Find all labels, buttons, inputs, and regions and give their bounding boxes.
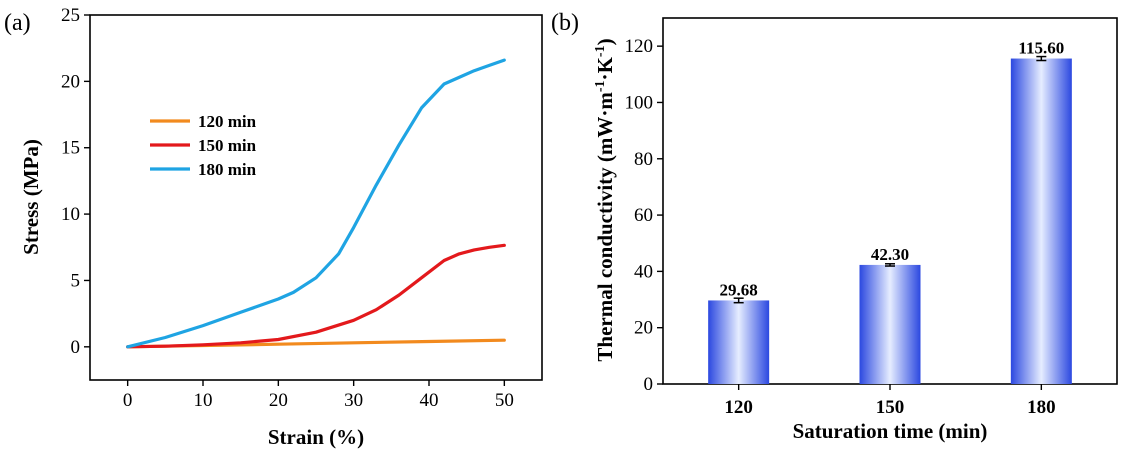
x-tick-label: 150: [876, 397, 905, 418]
panel-b-axes: 0 20 40 60 80 100 120 120 150 180: [625, 36, 1056, 418]
y-tick-label: 100: [625, 92, 654, 113]
x-tick-label: 0: [123, 390, 133, 411]
series-line: [126, 243, 506, 349]
y-tick-label: 20: [634, 318, 653, 339]
x-tick-label: 30: [344, 390, 363, 411]
x-tick-label: 120: [724, 397, 753, 418]
y-tick-label: 40: [634, 261, 653, 282]
panel-b-x-axis-title: Saturation time (min): [793, 419, 988, 443]
panel-a-plot-frame: [89, 14, 543, 381]
y-tick-label: 60: [634, 205, 653, 226]
bar-value-label: 42.30: [871, 245, 909, 264]
x-tick-label: 20: [269, 390, 288, 411]
x-tick-label: 10: [194, 390, 213, 411]
legend-label: 150 min: [198, 136, 257, 155]
panel-a-legend: 120 min 150 min 180 min: [150, 112, 257, 179]
y-tick-label: 80: [634, 149, 653, 170]
bar: [1010, 58, 1072, 385]
x-tick-label: 50: [495, 390, 514, 411]
legend-label: 180 min: [198, 160, 257, 179]
series-line: [126, 58, 506, 349]
x-tick-label: 180: [1027, 397, 1056, 418]
y-tick-label: 0: [644, 374, 654, 395]
panel-b: (b) 0 20 40 60 80 100 120 120 150 180 29.68 42.30 1…: [551, 10, 1118, 443]
panel-a-y-axis-title: Stress (MPa): [19, 139, 43, 255]
x-tick-label: 40: [420, 390, 439, 411]
panel-b-bars: 29.68 42.30 115.60: [708, 39, 1072, 385]
y-tick-label: 15: [61, 138, 80, 159]
bar: [708, 300, 770, 384]
y-tick-label: 20: [61, 71, 80, 92]
panel-b-y-axis-title: Thermal conductivity (mW·m-1·K-1): [593, 38, 617, 361]
y-tick-label: 25: [61, 5, 80, 26]
panel-b-label: (b): [551, 10, 579, 36]
panel-a-x-axis-title: Strain (%): [268, 425, 364, 449]
bar-value-label: 115.60: [1018, 39, 1064, 58]
panel-a-axes: 0 10 20 30 40 50 0 5 10 15 20 25: [61, 5, 514, 411]
bar: [859, 264, 921, 384]
y-tick-label: 5: [71, 270, 81, 291]
y-tick-label: 120: [625, 36, 654, 57]
panel-a-label: (a): [4, 10, 31, 36]
bar-value-label: 29.68: [720, 280, 758, 299]
y-tick-label: 0: [71, 337, 81, 358]
y-tick-label: 10: [61, 204, 80, 225]
panel-a: (a) 0 10 20 30 40 50 0 5 10 15 20 25 120 min 150 min…: [4, 5, 543, 449]
panel-a-series: [126, 58, 506, 349]
legend-label: 120 min: [198, 112, 257, 131]
